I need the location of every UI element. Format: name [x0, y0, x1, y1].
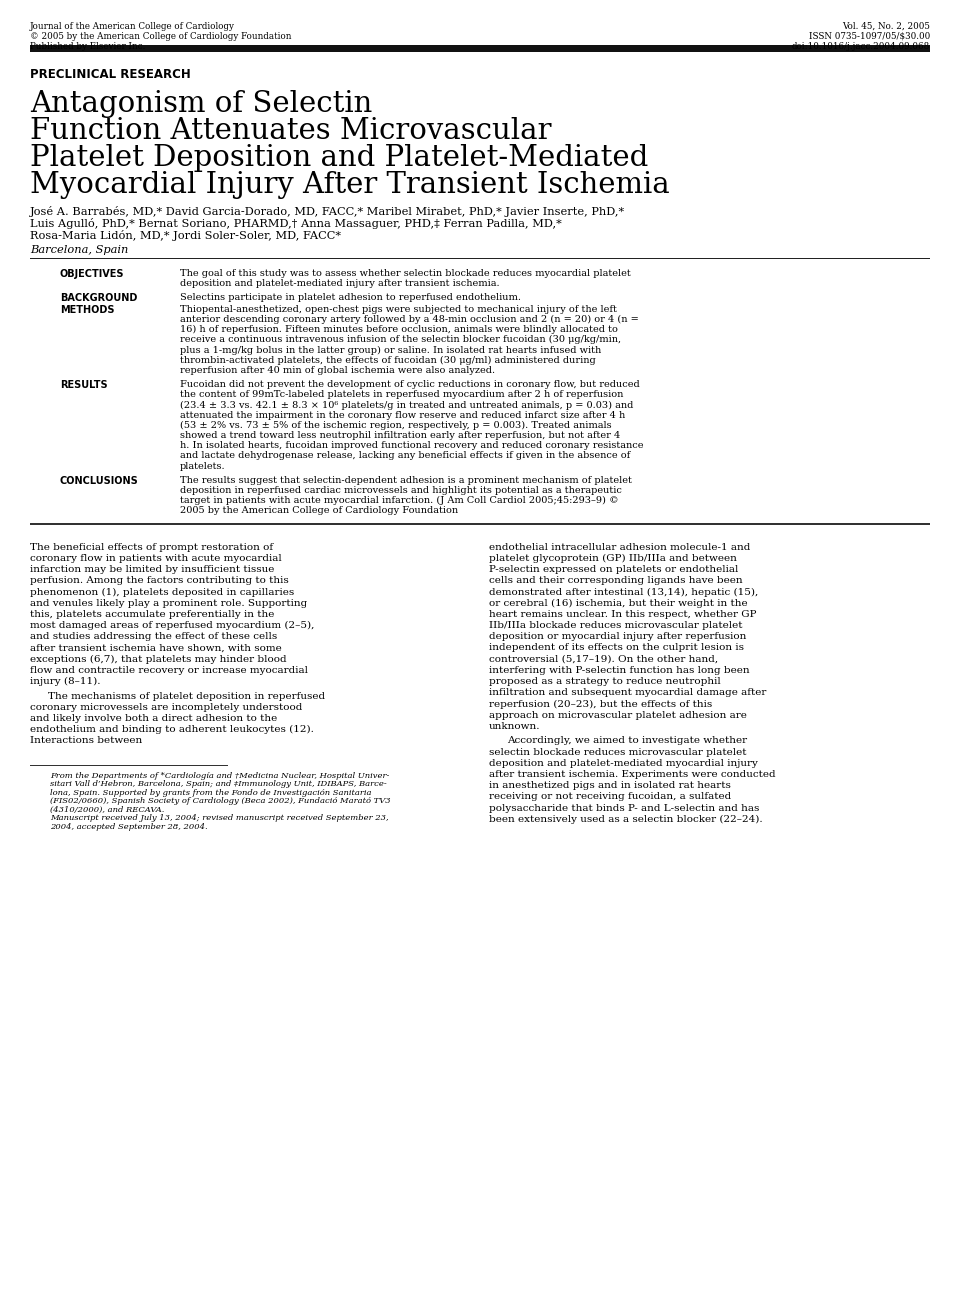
Text: independent of its effects on the culprit lesion is: independent of its effects on the culpri…	[489, 644, 744, 653]
Text: platelet glycoprotein (GP) IIb/IIIa and between: platelet glycoprotein (GP) IIb/IIIa and …	[489, 553, 737, 562]
Text: Fucoidan did not prevent the development of cyclic reductions in coronary flow, : Fucoidan did not prevent the development…	[180, 381, 639, 390]
Text: José A. Barrabés, MD,* David Garcia-Dorado, MD, FACC,* Maribel Mirabet, PhD,* Ja: José A. Barrabés, MD,* David Garcia-Dora…	[30, 206, 625, 217]
Text: Barcelona, Spain: Barcelona, Spain	[30, 245, 129, 255]
Text: coronary microvessels are incompletely understood: coronary microvessels are incompletely u…	[30, 703, 302, 712]
Text: after transient ischemia have shown, with some: after transient ischemia have shown, wit…	[30, 644, 281, 653]
Text: Accordingly, we aimed to investigate whether: Accordingly, we aimed to investigate whe…	[507, 737, 747, 746]
Text: Interactions between: Interactions between	[30, 737, 142, 746]
Text: injury (8–11).: injury (8–11).	[30, 677, 101, 686]
Text: exceptions (6,7), that platelets may hinder blood: exceptions (6,7), that platelets may hin…	[30, 654, 287, 664]
Text: 2004, accepted September 28, 2004.: 2004, accepted September 28, 2004.	[50, 823, 207, 831]
Text: after transient ischemia. Experiments were conducted: after transient ischemia. Experiments we…	[489, 770, 776, 779]
Text: ISSN 0735-1097/05/$30.00: ISSN 0735-1097/05/$30.00	[808, 32, 930, 41]
Bar	[30, 258, 930, 259]
Text: Platelet Deposition and Platelet-Mediated: Platelet Deposition and Platelet-Mediate…	[30, 144, 648, 172]
Text: h. In isolated hearts, fucoidan improved functional recovery and reduced coronar: h. In isolated hearts, fucoidan improved…	[180, 441, 643, 450]
Text: Selectins participate in platelet adhesion to reperfused endothelium.: Selectins participate in platelet adhesi…	[180, 293, 521, 302]
Text: perfusion. Among the factors contributing to this: perfusion. Among the factors contributin…	[30, 577, 289, 586]
Text: Function Attenuates Microvascular: Function Attenuates Microvascular	[30, 117, 551, 144]
Text: endothelial intracellular adhesion molecule-1 and: endothelial intracellular adhesion molec…	[489, 543, 751, 552]
Text: and studies addressing the effect of these cells: and studies addressing the effect of the…	[30, 632, 277, 641]
Text: (FIS02/0660), Spanish Society of Cardiology (Beca 2002), Fundació Marató TV3: (FIS02/0660), Spanish Society of Cardiol…	[50, 797, 391, 805]
Text: 2005 by the American College of Cardiology Foundation: 2005 by the American College of Cardiolo…	[180, 507, 458, 516]
Text: endothelium and binding to adherent leukocytes (12).: endothelium and binding to adherent leuk…	[30, 725, 314, 734]
Text: Myocardial Injury After Transient Ischemia: Myocardial Injury After Transient Ischem…	[30, 172, 670, 199]
Text: receiving or not receiving fucoidan, a sulfated: receiving or not receiving fucoidan, a s…	[489, 792, 732, 801]
Text: Journal of the American College of Cardiology: Journal of the American College of Cardi…	[30, 22, 235, 31]
Text: coronary flow in patients with acute myocardial: coronary flow in patients with acute myo…	[30, 553, 281, 562]
Text: Thiopental-anesthetized, open-chest pigs were subjected to mechanical injury of : Thiopental-anesthetized, open-chest pigs…	[180, 304, 617, 313]
Text: OBJECTIVES: OBJECTIVES	[60, 270, 125, 279]
Text: reperfusion (20–23), but the effects of this: reperfusion (20–23), but the effects of …	[489, 699, 712, 708]
Text: platelets.: platelets.	[180, 462, 226, 471]
Text: sitari Vall d’Hebron, Barcelona, Spain; and ‡Immunology Unit, IDIBAPS, Barce-: sitari Vall d’Hebron, Barcelona, Spain; …	[50, 780, 387, 788]
Text: polysaccharide that binds P- and L-selectin and has: polysaccharide that binds P- and L-selec…	[489, 804, 759, 813]
Text: cells and their corresponding ligands have been: cells and their corresponding ligands ha…	[489, 577, 743, 586]
Text: The results suggest that selectin-dependent adhesion is a prominent mechanism of: The results suggest that selectin-depend…	[180, 476, 632, 485]
Text: flow and contractile recovery or increase myocardial: flow and contractile recovery or increas…	[30, 666, 308, 675]
Text: controversial (5,17–19). On the other hand,: controversial (5,17–19). On the other ha…	[489, 654, 718, 663]
Text: Antagonism of Selectin: Antagonism of Selectin	[30, 90, 372, 117]
Text: 16) h of reperfusion. Fifteen minutes before occlusion, animals were blindly all: 16) h of reperfusion. Fifteen minutes be…	[180, 325, 618, 334]
Text: Rosa-Maria Lidón, MD,* Jordi Soler-Soler, MD, FACC*: Rosa-Maria Lidón, MD,* Jordi Soler-Soler…	[30, 230, 341, 241]
Text: been extensively used as a selectin blocker (22–24).: been extensively used as a selectin bloc…	[489, 815, 762, 824]
Text: infiltration and subsequent myocardial damage after: infiltration and subsequent myocardial d…	[489, 688, 766, 697]
Text: (53 ± 2% vs. 73 ± 5% of the ischemic region, respectively, p = 0.003). Treated a: (53 ± 2% vs. 73 ± 5% of the ischemic reg…	[180, 421, 612, 430]
Text: © 2005 by the American College of Cardiology Foundation: © 2005 by the American College of Cardio…	[30, 32, 292, 41]
Text: attenuated the impairment in the coronary flow reserve and reduced infarct size : attenuated the impairment in the coronar…	[180, 410, 625, 419]
Text: reperfusion after 40 min of global ischemia were also analyzed.: reperfusion after 40 min of global ische…	[180, 366, 495, 375]
Text: most damaged areas of reperfused myocardium (2–5),: most damaged areas of reperfused myocard…	[30, 620, 314, 630]
Text: target in patients with acute myocardial infarction. (J Am Coll Cardiol 2005;45:: target in patients with acute myocardial…	[180, 497, 619, 506]
Text: Luis Agulló, PhD,* Bernat Soriano, PHARMD,† Anna Massaguer, PHD,‡ Ferran Padilla: Luis Agulló, PhD,* Bernat Soriano, PHARM…	[30, 218, 562, 230]
Text: or cerebral (16) ischemia, but their weight in the: or cerebral (16) ischemia, but their wei…	[489, 599, 748, 608]
Text: RESULTS: RESULTS	[60, 381, 108, 390]
Text: anterior descending coronary artery followed by a 48-min occlusion and 2 (n = 20: anterior descending coronary artery foll…	[180, 315, 638, 324]
Text: and lactate dehydrogenase release, lacking any beneficial effects if given in th: and lactate dehydrogenase release, lacki…	[180, 451, 631, 461]
Text: phenomenon (1), platelets deposited in capillaries: phenomenon (1), platelets deposited in c…	[30, 587, 295, 596]
Text: Vol. 45, No. 2, 2005: Vol. 45, No. 2, 2005	[842, 22, 930, 31]
Text: The goal of this study was to assess whether selectin blockade reduces myocardia: The goal of this study was to assess whe…	[180, 270, 631, 279]
Text: this, platelets accumulate preferentially in the: this, platelets accumulate preferentiall…	[30, 610, 275, 619]
Text: Published by Elsevier Inc.: Published by Elsevier Inc.	[30, 43, 145, 52]
Text: lona, Spain. Supported by grants from the Fondo de Investigación Sanitaria: lona, Spain. Supported by grants from th…	[50, 788, 372, 796]
Text: PRECLINICAL RESEARCH: PRECLINICAL RESEARCH	[30, 68, 191, 81]
Text: The beneficial effects of prompt restoration of: The beneficial effects of prompt restora…	[30, 543, 274, 552]
Text: and likely involve both a direct adhesion to the: and likely involve both a direct adhesio…	[30, 713, 277, 722]
Text: IIb/IIIa blockade reduces microvascular platelet: IIb/IIIa blockade reduces microvascular …	[489, 620, 742, 630]
Text: METHODS: METHODS	[60, 304, 114, 315]
Text: the content of 99mTc-labeled platelets in reperfused myocardium after 2 h of rep: the content of 99mTc-labeled platelets i…	[180, 390, 623, 399]
Text: selectin blockade reduces microvascular platelet: selectin blockade reduces microvascular …	[489, 748, 747, 756]
Text: Manuscript received July 13, 2004; revised manuscript received September 23,: Manuscript received July 13, 2004; revis…	[50, 814, 389, 822]
Text: heart remains unclear. In this respect, whether GP: heart remains unclear. In this respect, …	[489, 610, 756, 619]
Text: doi:10.1016/j.jacc.2004.09.068: doi:10.1016/j.jacc.2004.09.068	[792, 43, 930, 52]
Text: BACKGROUND: BACKGROUND	[60, 293, 137, 303]
Text: approach on microvascular platelet adhesion are: approach on microvascular platelet adhes…	[489, 711, 747, 720]
Text: The mechanisms of platelet deposition in reperfused: The mechanisms of platelet deposition in…	[48, 691, 325, 700]
Text: interfering with P-selectin function has long been: interfering with P-selectin function has…	[489, 666, 750, 675]
Text: (4310/2000), and RECAVA.: (4310/2000), and RECAVA.	[50, 805, 164, 814]
Text: (23.4 ± 3.3 vs. 42.1 ± 8.3 × 10⁶ platelets/g in treated and untreated animals, p: (23.4 ± 3.3 vs. 42.1 ± 8.3 × 10⁶ platele…	[180, 400, 634, 409]
Text: infarction may be limited by insufficient tissue: infarction may be limited by insufficien…	[30, 565, 275, 574]
Text: deposition and platelet-mediated myocardial injury: deposition and platelet-mediated myocard…	[489, 759, 757, 768]
Text: deposition and platelet-mediated injury after transient ischemia.: deposition and platelet-mediated injury …	[180, 279, 499, 288]
Text: deposition or myocardial injury after reperfusion: deposition or myocardial injury after re…	[489, 632, 746, 641]
Text: plus a 1-mg/kg bolus in the latter group) or saline. In isolated rat hearts infu: plus a 1-mg/kg bolus in the latter group…	[180, 346, 601, 355]
Text: proposed as a strategy to reduce neutrophil: proposed as a strategy to reduce neutrop…	[489, 677, 721, 686]
Bar	[30, 45, 930, 52]
Text: receive a continuous intravenous infusion of the selectin blocker fucoidan (30 μ: receive a continuous intravenous infusio…	[180, 335, 621, 344]
Text: CONCLUSIONS: CONCLUSIONS	[60, 476, 139, 486]
Text: demonstrated after intestinal (13,14), hepatic (15),: demonstrated after intestinal (13,14), h…	[489, 587, 758, 596]
Text: deposition in reperfused cardiac microvessels and highlight its potential as a t: deposition in reperfused cardiac microve…	[180, 486, 622, 495]
Text: and venules likely play a prominent role. Supporting: and venules likely play a prominent role…	[30, 599, 307, 608]
Text: showed a trend toward less neutrophil infiltration early after reperfusion, but : showed a trend toward less neutrophil in…	[180, 431, 620, 440]
Text: thrombin-activated platelets, the effects of fucoidan (30 μg/ml) administered du: thrombin-activated platelets, the effect…	[180, 356, 596, 365]
Text: in anesthetized pigs and in isolated rat hearts: in anesthetized pigs and in isolated rat…	[489, 782, 731, 791]
Text: From the Departments of *Cardiología and †Medicina Nuclear, Hospital Univer-: From the Departments of *Cardiología and…	[50, 771, 390, 779]
Text: unknown.: unknown.	[489, 722, 540, 731]
Text: P-selectin expressed on platelets or endothelial: P-selectin expressed on platelets or end…	[489, 565, 738, 574]
